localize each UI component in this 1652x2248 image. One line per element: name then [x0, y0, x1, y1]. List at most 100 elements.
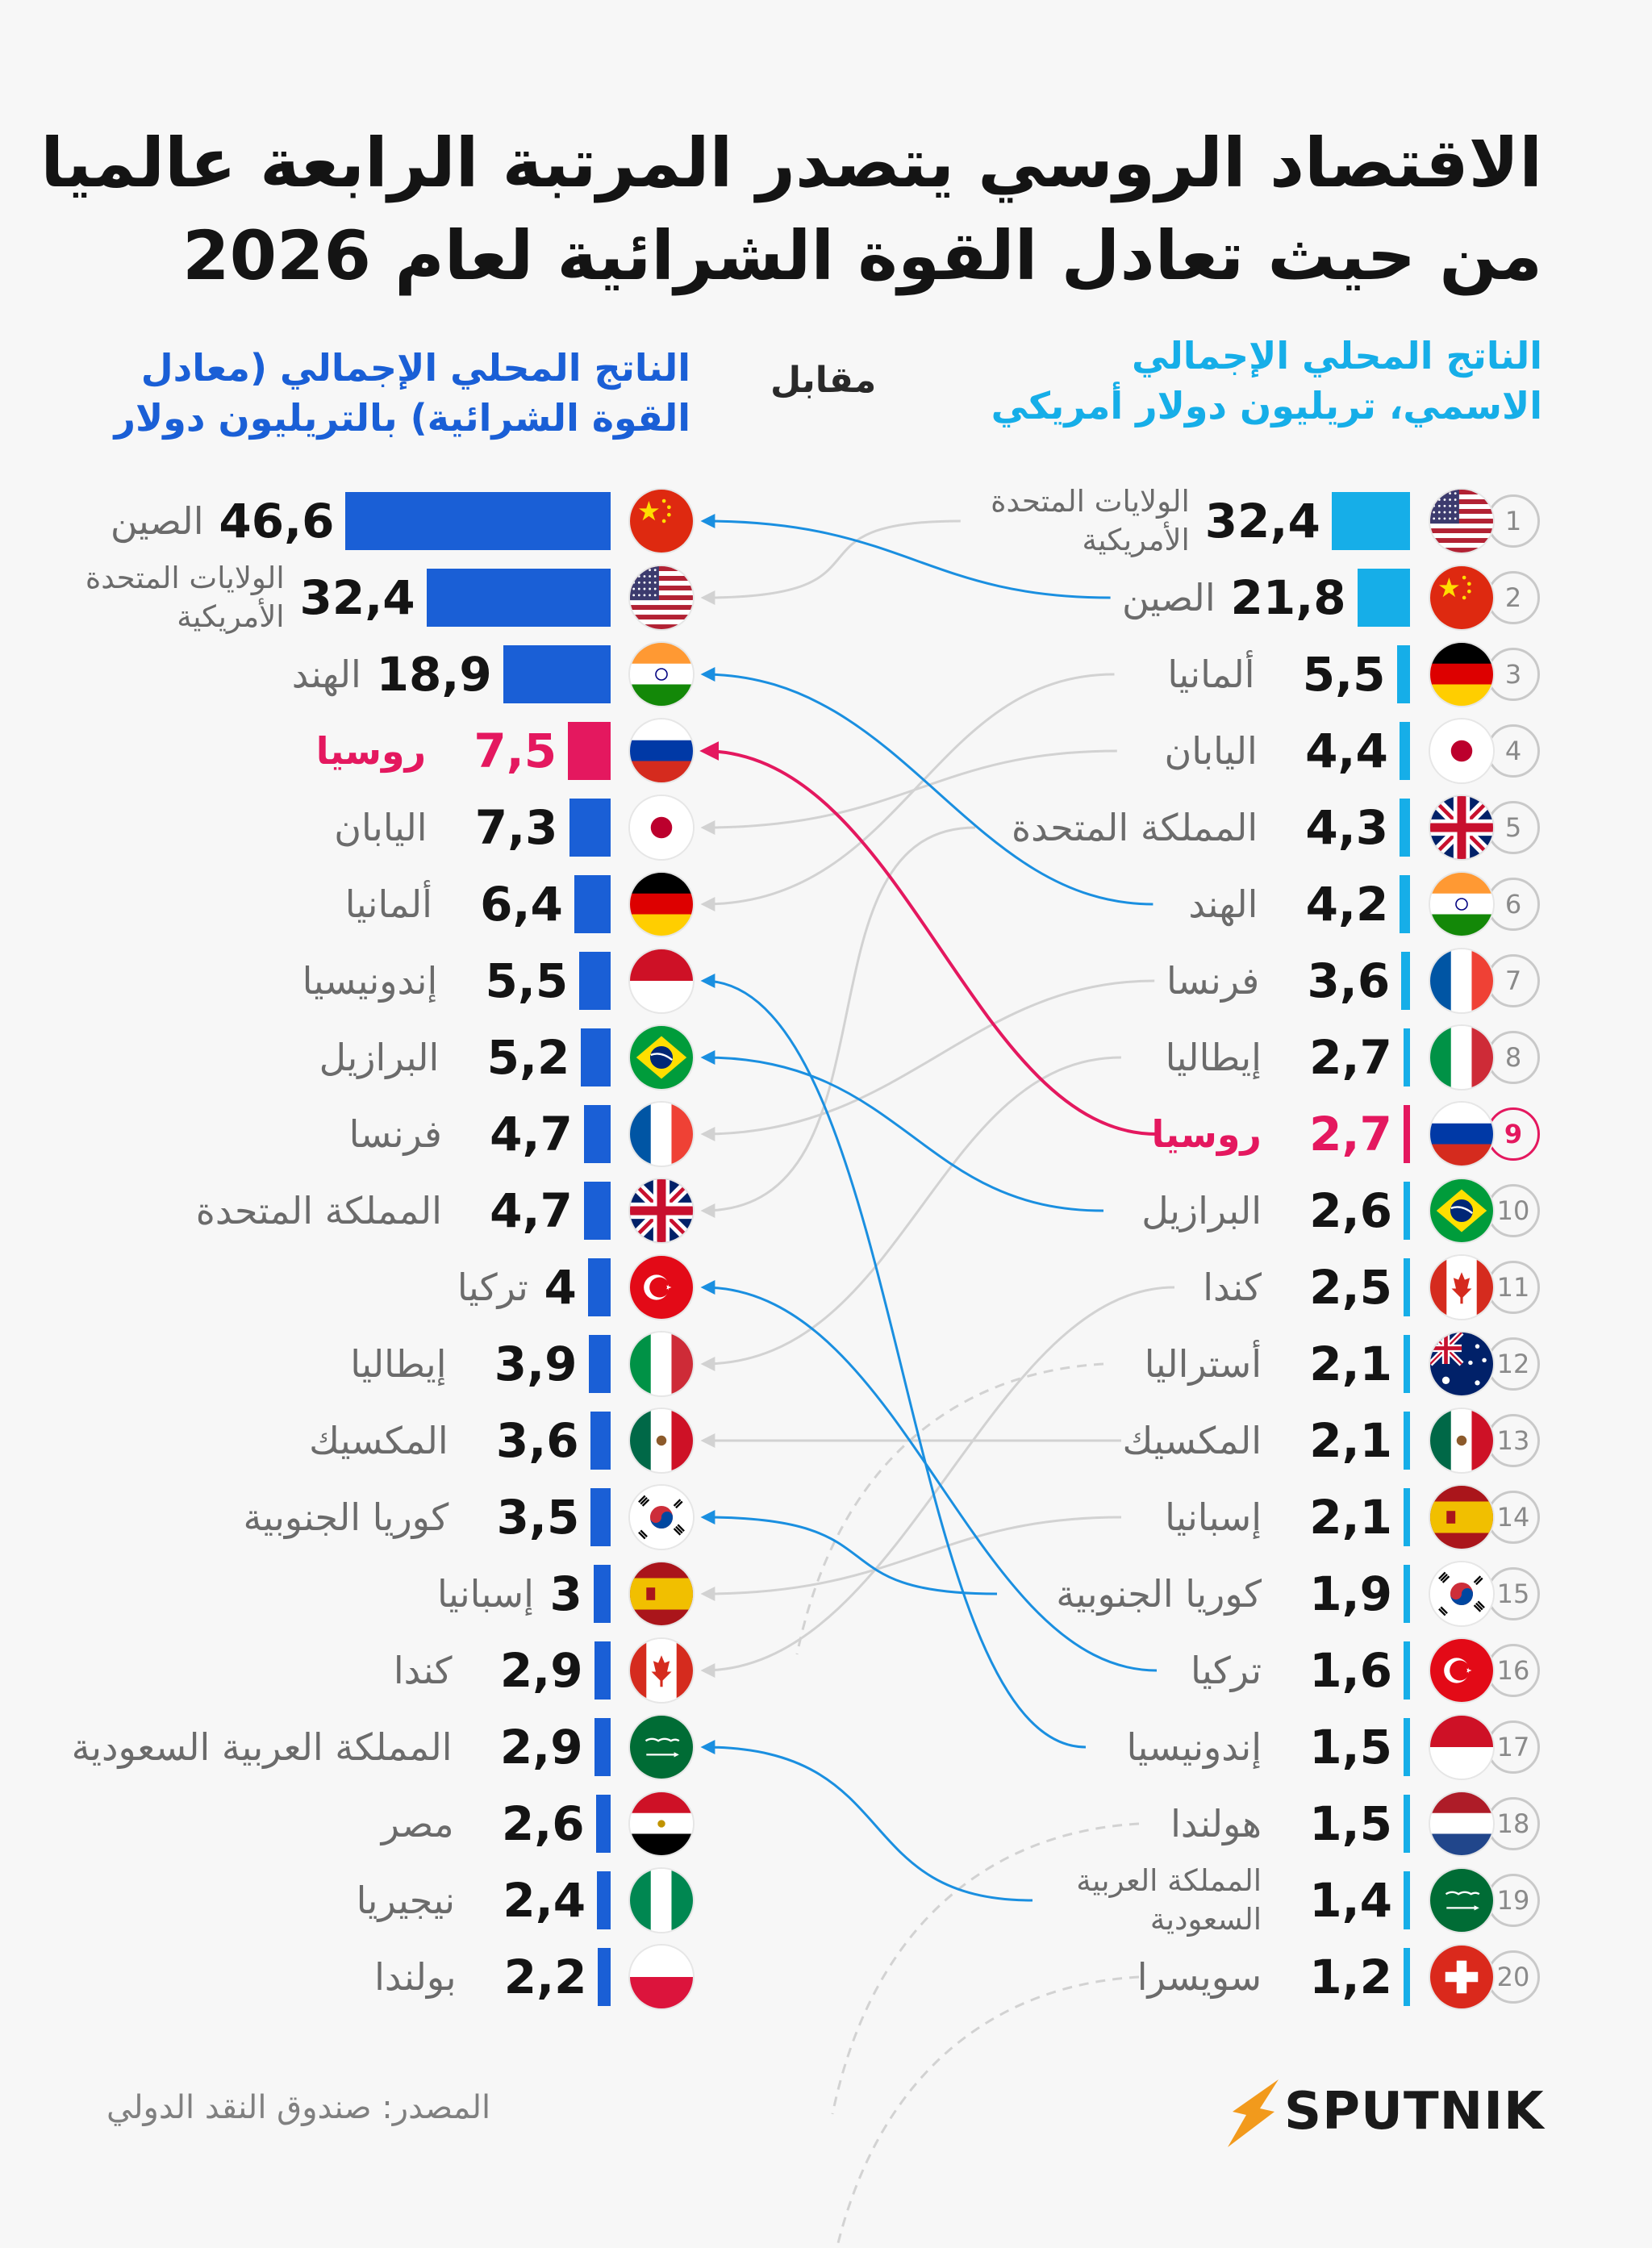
ppp-bar: [345, 492, 611, 550]
ppp-country-name: روسيا: [315, 729, 427, 773]
nominal-country-name: سويسرا: [1137, 1955, 1262, 1999]
ppp-value-label: 7,3: [474, 800, 558, 855]
nominal-flag-cn-icon: [1430, 566, 1493, 629]
rank-link: [700, 826, 976, 1218]
nominal-country-name: إسبانيا: [1165, 1495, 1262, 1539]
ppp-flag-fr-icon: [630, 1103, 693, 1166]
nominal-rank-6: 6: [1487, 878, 1540, 931]
ppp-header-line-1: الناتج المحلي الإجمالي (معادل: [140, 346, 690, 390]
nominal-rank-7: 7: [1487, 954, 1540, 1007]
nominal-flag-mx-icon: [1430, 1409, 1493, 1472]
ppp-flag-kr-icon: [630, 1486, 693, 1549]
nominal-country-name: كوريا الجنوبية: [1056, 1572, 1262, 1616]
nominal-bar: [1401, 952, 1410, 1010]
ppp-country-name: المملكة المتحدة: [195, 1189, 442, 1232]
rank-link: [700, 1056, 1121, 1371]
nominal-rank-10: 10: [1487, 1184, 1540, 1237]
nominal-rank-9: 9: [1487, 1107, 1540, 1161]
nominal-flag-de-icon: [1430, 643, 1493, 706]
nominal-rank-20: 20: [1487, 1950, 1540, 2004]
nominal-bar: [1404, 1488, 1410, 1546]
nominal-rank-2: 2: [1487, 571, 1540, 624]
rank-link: [700, 1510, 998, 1595]
nominal-flag-es-icon: [1430, 1486, 1493, 1549]
ppp-flag-pl-icon: [630, 1946, 693, 2008]
ppp-country-name: الصين: [110, 499, 204, 543]
ppp-bar: [569, 799, 611, 857]
nominal-value-label: 32,4: [1204, 494, 1320, 548]
nominal-country-name: هولندا: [1170, 1802, 1262, 1846]
ppp-country-name: فرنسا: [348, 1112, 442, 1156]
ppp-bar: [583, 1182, 611, 1240]
nominal-value-label: 2,1: [1309, 1337, 1392, 1391]
nominal-flag-it-icon: [1430, 1026, 1493, 1089]
ppp-value-label: 5,5: [485, 953, 569, 1008]
ppp-country-name: إيطاليا: [350, 1342, 447, 1386]
ppp-flag-es-icon: [630, 1562, 693, 1625]
rank-link: [700, 1280, 1158, 1672]
nominal-country-name: تركيا: [1191, 1649, 1262, 1692]
ppp-header: الناتج المحلي الإجمالي (معادل القوة الشر…: [77, 343, 690, 443]
ppp-bar: [426, 569, 611, 627]
nominal-bar: [1404, 1182, 1410, 1240]
rank-link: [700, 1050, 1104, 1212]
nominal-country-name: ألمانيا: [1167, 653, 1255, 696]
nominal-value-label: 1,5: [1309, 1720, 1392, 1775]
nominal-flag-ch-icon: [1430, 1946, 1493, 2008]
ppp-value-label: 2,6: [501, 1796, 585, 1851]
rank-link: [831, 1822, 1140, 2115]
nominal-flag-sa-icon: [1430, 1869, 1493, 1932]
ppp-flag-sa-icon: [630, 1716, 693, 1779]
nominal-flag-br-icon: [1430, 1179, 1493, 1242]
nominal-bar: [1396, 645, 1410, 703]
rank-link: [700, 514, 1111, 599]
source-note: المصدر: صندوق النقد الدولي: [106, 2089, 491, 2126]
nominal-bar: [1357, 569, 1410, 627]
ppp-country-name: إسبانيا: [436, 1572, 534, 1616]
ppp-header-line-2: القوة الشرائية) بالتريليون دولار: [114, 396, 690, 440]
nominal-flag-gb-icon: [1430, 796, 1493, 859]
rank-link: [700, 1286, 1175, 1678]
ppp-bar: [595, 1795, 611, 1853]
nominal-flag-ca-icon: [1430, 1256, 1493, 1319]
ppp-flag-br-icon: [630, 1026, 693, 1089]
nominal-header: الناتج المحلي الإجمالي الاسمي، تريليون د…: [897, 331, 1542, 431]
nominal-flag-in-icon: [1430, 873, 1493, 936]
nominal-bar: [1404, 1565, 1410, 1623]
ppp-value-label: 18,9: [376, 647, 492, 702]
nominal-flag-kr-icon: [1430, 1562, 1493, 1625]
nominal-rank-17: 17: [1487, 1720, 1540, 1774]
ppp-country-name: الهند: [291, 653, 361, 696]
ppp-value-label: 2,2: [503, 1950, 587, 2004]
ppp-value-label: 46,6: [219, 494, 335, 548]
nominal-country-name: اليابان: [1164, 729, 1258, 773]
nominal-rank-3: 3: [1487, 648, 1540, 701]
ppp-bar: [568, 722, 611, 780]
ppp-country-name: الولايات المتحدة الأمريكية: [85, 561, 285, 634]
nominal-country-name: الهند: [1188, 882, 1258, 926]
ppp-bar: [594, 1718, 611, 1776]
ppp-country-name: كوريا الجنوبية: [243, 1495, 449, 1539]
nominal-rank-14: 14: [1487, 1491, 1540, 1544]
sputnik-logo-icon: [1228, 2079, 1279, 2147]
rank-link: [700, 974, 1087, 1749]
nominal-header-line-1: الناتج المحلي الإجمالي: [1132, 334, 1542, 377]
nominal-rank-19: 19: [1487, 1874, 1540, 1927]
nominal-value-label: 1,9: [1309, 1566, 1392, 1621]
nominal-country-name: الولايات المتحدة الأمريكية: [991, 484, 1190, 557]
nominal-value-label: 21,8: [1230, 570, 1346, 625]
ppp-value-label: 2,4: [503, 1873, 586, 1928]
ppp-bar: [597, 1871, 611, 1929]
nominal-country-name: الصين: [1122, 576, 1216, 619]
nominal-rank-1: 1: [1487, 494, 1540, 548]
ppp-value-label: 4,7: [490, 1183, 573, 1238]
ppp-flag-cn-icon: [630, 490, 693, 553]
nominal-rank-18: 18: [1487, 1797, 1540, 1850]
ppp-country-name: المملكة العربية السعودية: [71, 1725, 453, 1769]
rank-link: [700, 979, 1155, 1141]
ppp-flag-ca-icon: [630, 1639, 693, 1702]
ppp-flag-gb-icon: [630, 1179, 693, 1242]
ppp-country-name: المكسيك: [309, 1419, 448, 1462]
ppp-flag-id-icon: [630, 949, 693, 1012]
